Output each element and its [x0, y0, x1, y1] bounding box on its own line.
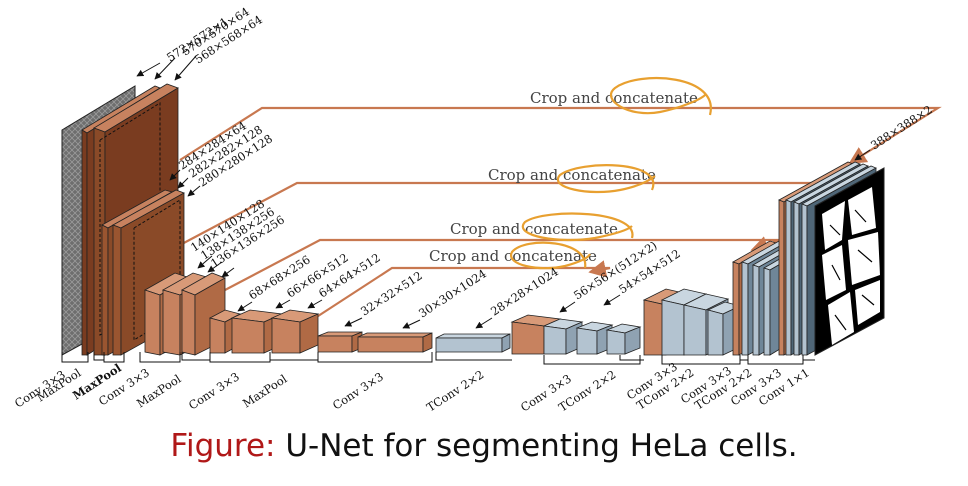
dim-label: 28×28×1024	[488, 264, 561, 318]
dim-label: 30×30×1024	[416, 266, 489, 320]
skip-label-2: Crop and concatenate	[488, 166, 656, 184]
skip-label-4: Crop and concatenate	[429, 247, 597, 265]
skip-connection-4	[311, 260, 611, 321]
highlight-circles	[510, 77, 712, 270]
dimension-arrows	[136, 55, 871, 329]
caption-text: U-Net for segmenting HeLa cells.	[285, 428, 798, 464]
dim-label: 388×388×2	[868, 102, 935, 152]
operation-brackets	[61, 352, 815, 365]
figure-caption: Figure: U-Net for segmenting HeLa cells.	[0, 428, 968, 464]
op-label: MaxPool	[240, 371, 290, 410]
dim-label: 32×32×512	[358, 268, 425, 318]
encoder-level-4-blocks	[208, 309, 320, 354]
bottleneck-blocks	[317, 331, 511, 353]
op-label: Conv 3×3	[186, 369, 242, 412]
skip-label-3: Crop and concatenate	[450, 220, 618, 238]
skip-connection-1	[179, 106, 942, 164]
output-segmentation-map	[814, 167, 885, 356]
caption-prefix: Figure:	[170, 428, 276, 464]
skip-label-1: Crop and concatenate	[530, 89, 698, 107]
unet-diagram: Crop and concatenate Crop and concatenat…	[12, 4, 942, 415]
op-label: Conv 3×3	[330, 369, 386, 412]
decoder-level-4-blocks	[510, 314, 642, 355]
decoder-level-3-blocks	[642, 288, 742, 356]
op-label: TConv 2×2	[424, 367, 486, 414]
